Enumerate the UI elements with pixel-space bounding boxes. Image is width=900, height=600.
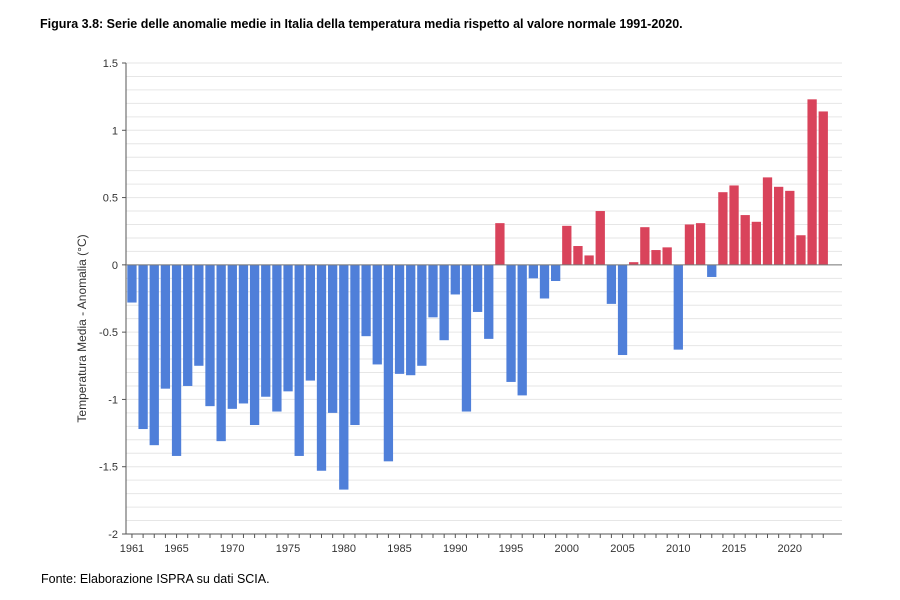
bar-1987: [417, 264, 427, 366]
bar-1972: [249, 264, 260, 425]
x-tick-label: 2005: [610, 543, 634, 555]
bar-1999: [551, 264, 561, 282]
bar-2008: [651, 250, 661, 265]
bar-2001: [573, 246, 583, 265]
bar-2010: [673, 264, 683, 350]
bar-2019: [774, 186, 784, 265]
bar-1968: [205, 264, 215, 407]
bar-2017: [751, 221, 761, 265]
bar-1996: [517, 264, 527, 396]
bar-1975: [283, 264, 293, 392]
bar-1963: [149, 264, 159, 446]
y-axis-ticks: -2 -1.5 -1 -0.5 0 0.5 1 1.5: [99, 58, 126, 541]
bar-1962: [138, 264, 148, 430]
bar-1964: [160, 264, 171, 389]
bar-2022: [807, 99, 817, 265]
bar-1965: [171, 264, 182, 456]
bar-1974: [272, 264, 282, 412]
bar-2005: [617, 264, 628, 356]
y-tick-label: 0: [112, 260, 118, 272]
bar-2000: [562, 225, 572, 265]
bar-1978: [316, 264, 327, 471]
y-tick-label: -0.5: [99, 327, 118, 339]
y-tick-label: 1.5: [103, 58, 118, 70]
y-tick-label: -1.5: [99, 462, 118, 474]
bar-1986: [406, 264, 416, 376]
x-axis-ticks: 1961 1965 1970 1975 1980 1985 1990 1995 2000 2005…: [120, 534, 824, 555]
bar-1977: [305, 264, 315, 381]
bar-2012: [695, 223, 706, 265]
y-tick-label: -1: [108, 394, 118, 406]
bar-1961: [127, 264, 137, 303]
bar-1985: [394, 264, 405, 374]
bar-1988: [428, 264, 438, 318]
x-tick-label: 1985: [387, 543, 411, 555]
bar-2011: [684, 224, 695, 265]
bar-2014: [718, 192, 728, 265]
bar-2016: [740, 215, 750, 265]
bar-2021: [796, 235, 806, 265]
x-tick-label: 1965: [164, 543, 188, 555]
x-tick-label: 2010: [666, 543, 690, 555]
bar-1969: [216, 264, 226, 442]
bar-1990: [450, 264, 460, 295]
bar-1982: [361, 264, 371, 337]
bar-1967: [194, 264, 204, 366]
bar-2007: [640, 227, 650, 265]
bar-1973: [261, 264, 271, 397]
bar-2013: [707, 264, 717, 277]
bar-2004: [606, 264, 617, 304]
x-tick-label: 1970: [220, 543, 244, 555]
bar-1993: [484, 264, 494, 339]
bar-1984: [383, 264, 394, 462]
bar-1997: [528, 264, 538, 279]
bar-2003: [595, 211, 605, 265]
x-tick-label: 1995: [499, 543, 523, 555]
bar-1976: [294, 264, 304, 456]
bar-2018: [762, 177, 773, 265]
x-tick-label: 1980: [332, 543, 356, 555]
bar-1991: [461, 264, 472, 412]
bar-1971: [238, 264, 249, 404]
source-note: Fonte: Elaborazione ISPRA su dati SCIA.: [41, 572, 270, 586]
bar-1995: [506, 264, 516, 382]
bar-1979: [328, 264, 338, 413]
bar-2006: [629, 262, 639, 265]
bar-1970: [227, 264, 237, 409]
x-tick-label: 2020: [778, 543, 802, 555]
y-tick-label: 0.5: [103, 193, 118, 205]
bar-series: [127, 99, 828, 490]
chart-title: Figura 3.8: Serie delle anomalie medie i…: [40, 17, 683, 31]
bar-1992: [472, 264, 483, 312]
y-tick-label: -2: [108, 529, 118, 541]
bar-1980: [339, 264, 349, 490]
bar-2002: [584, 255, 594, 265]
bar-1966: [183, 264, 193, 386]
bar-2009: [662, 247, 672, 265]
bar-1981: [350, 264, 360, 425]
y-axis-title: Temperatura Media - Anomalia (°C): [75, 234, 89, 422]
x-tick-label: 2015: [722, 543, 746, 555]
x-tick-label: 2000: [555, 543, 579, 555]
x-tick-label: 1975: [276, 543, 300, 555]
bar-1989: [439, 264, 449, 341]
x-tick-label: 1990: [443, 543, 467, 555]
bar-2015: [729, 185, 739, 265]
y-tick-label: 1: [112, 125, 118, 137]
bar-1994: [495, 223, 505, 265]
bar-2023: [818, 111, 828, 265]
x-tick-label: 1961: [120, 543, 144, 555]
bar-1998: [539, 264, 550, 299]
bar-1983: [372, 264, 382, 365]
bar-2020: [785, 190, 795, 265]
